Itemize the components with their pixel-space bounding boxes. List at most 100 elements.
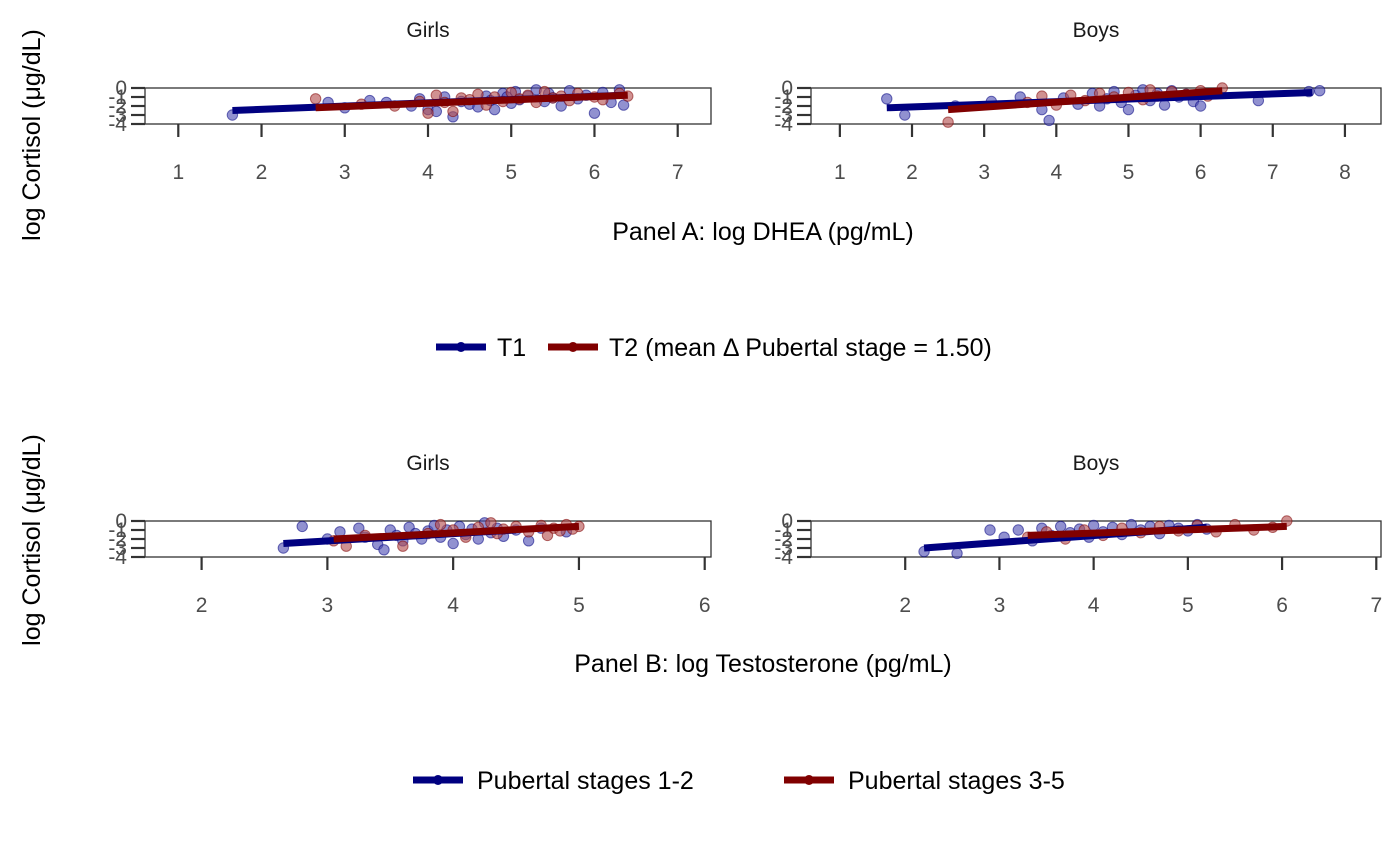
panel-a-girls-xtick-label: 1 <box>172 161 184 184</box>
panel-a-xlabel: Panel A: log DHEA (pg/mL) <box>612 218 914 246</box>
panel-a-girls-xtick-label: 2 <box>256 161 268 184</box>
legend-swatch-t1-dot <box>456 342 466 352</box>
panel-a-girls-series-1-fit-line <box>315 91 628 112</box>
panel-a-legend: T1 T2 (mean Δ Pubertal stage = 1.50) <box>436 334 992 362</box>
panel-a-boys-series-0-point <box>881 93 893 105</box>
panel-b-girls-ytick-label: -1 <box>108 519 127 542</box>
panel-a-girls-facet: Girls 0-1-2-3-4 1 2 3 4 5 6 7 <box>108 19 712 184</box>
panel-b-boys-ytick-label: 0 <box>781 510 793 533</box>
panel-a-boys-ytick-label: 0 <box>781 77 793 100</box>
panel-a-boys-ytick-label: -2 <box>774 95 793 118</box>
panel-b-girls-xtick-label: 5 <box>573 594 585 617</box>
panel-b-girls-series-1-fit-line <box>333 522 580 543</box>
panel-a-girls-series-0-point <box>588 107 601 119</box>
panel-a-girls-xtick-label: 3 <box>339 161 351 184</box>
panel-b-girls-strip-label: Girls <box>406 452 449 475</box>
panel-a-boys-ytick-label: -3 <box>774 104 793 127</box>
panel-a-girls-xtick-label: 7 <box>672 161 684 184</box>
panel-b-boys-xtick-label: 6 <box>1276 594 1288 617</box>
panel-a-girls-xtick-label: 4 <box>422 161 434 184</box>
panel-a-boys-series-0-point <box>1043 114 1055 127</box>
panel-b-girls-series-0-point <box>296 520 308 533</box>
panel-a-girls-ytick-label: -1 <box>108 86 127 109</box>
panel-b-girls-ytick-label: 0 <box>115 510 127 533</box>
panel-b-boys-xtick-label: 4 <box>1088 594 1100 617</box>
panel-a-boys-xtick-label: 4 <box>1050 161 1062 184</box>
legend-item-stages-1-2: Pubertal stages 1-2 <box>413 767 694 795</box>
panel-a-girls-strip-label: Girls <box>406 19 449 42</box>
panel-a-boys-ytick-label: -1 <box>774 86 793 109</box>
panel-b-girls-series-0-point <box>378 544 390 556</box>
panel-a-boys-series-1-point <box>942 116 954 128</box>
legend-swatch-t2-dot <box>568 342 578 352</box>
panel-b-girls-series-0-point <box>447 537 459 550</box>
panel-a-girls-ytick-label: -4 <box>108 113 127 136</box>
panel-b-boys-series-0-point <box>951 547 963 560</box>
panel-b-legend: Pubertal stages 1-2 Pubertal stages 3-5 <box>413 767 1065 795</box>
panel-a-girls-xtick-label: 6 <box>589 161 601 184</box>
panel-a-boys-xtick-label: 7 <box>1267 161 1279 184</box>
panel-b-boys-series-0-point <box>1054 520 1067 533</box>
legend-label-t1: T1 <box>497 334 526 362</box>
panel-b-girls-xtick-label: 6 <box>699 594 711 617</box>
panel-a-girls-xtick-label: 5 <box>505 161 517 184</box>
panel-b-boys-ytick-label: -3 <box>774 537 793 560</box>
legend-swatch-stages-1-2-dot <box>433 775 443 785</box>
panel-a-boys-facet: Boys 0-1-2-3-4 1 2 3 4 5 6 7 8 <box>774 19 1382 184</box>
panel-b-girls-series-1-point <box>434 518 447 531</box>
panel-a-boys-series-0-point <box>1158 99 1171 111</box>
panel-b-girls-xtick-label: 2 <box>196 594 208 617</box>
panel-b-boys-ytick-label: -4 <box>774 546 793 569</box>
legend-item-t2: T2 (mean Δ Pubertal stage = 1.50) <box>548 334 992 362</box>
panel-b-xlabel: Panel B: log Testosterone (pg/mL) <box>574 650 952 678</box>
panel-a-boys-xtick-label: 2 <box>906 161 918 184</box>
legend-label-stages-3-5: Pubertal stages 3-5 <box>848 767 1065 795</box>
panel-b-boys-xtick-label: 7 <box>1370 594 1382 617</box>
panel-b-boys-series-0-point <box>1012 524 1024 536</box>
panel-b-boys-series-0-point <box>984 524 996 536</box>
panel-a-boys-series-0-point <box>1194 100 1207 112</box>
panel-b-girls-xtick-label: 4 <box>447 594 459 617</box>
panel-a-boys-series-0-point <box>899 109 911 121</box>
legend-label-stages-1-2: Pubertal stages 1-2 <box>477 767 694 795</box>
panel-a-ylabel: log Cortisol (μg/dL) <box>18 29 46 241</box>
panel-a-boys-xtick-label: 5 <box>1123 161 1135 184</box>
panel-a-boys-xtick-label: 8 <box>1339 161 1351 184</box>
panel-a-boys-xtick-label: 1 <box>834 161 846 184</box>
panel-b-girls-xtick-label: 3 <box>322 594 334 617</box>
panel-b-boys-xtick-label: 5 <box>1182 594 1194 617</box>
panel-b-girls-ytick-label: -2 <box>108 528 127 551</box>
panel-a-boys-strip-label: Boys <box>1073 19 1120 42</box>
panel-b-boys-facet: Boys 0-1-2-3-4 2 3 4 5 6 7 <box>774 452 1382 617</box>
panel-b-boys-xtick-label: 3 <box>994 594 1006 617</box>
panel-b-girls-series-1-point <box>485 517 497 529</box>
legend-label-t2: T2 (mean Δ Pubertal stage = 1.50) <box>609 334 992 362</box>
panel-b-boys-ytick-label: -2 <box>774 528 793 551</box>
panel-a-girls-series-1-point <box>422 107 434 119</box>
panel-b-boys-strip-label: Boys <box>1073 452 1120 475</box>
panel-b-boys-xtick-label: 2 <box>899 594 911 617</box>
panel-a-girls-series-1-point <box>430 89 443 101</box>
panel-b-girls-series-0-point <box>353 522 365 534</box>
panel-a-boys-series-0-point <box>1122 103 1135 116</box>
panel-a-girls-ytick-label: 0 <box>115 77 127 100</box>
panel-b-ylabel: log Cortisol (μg/dL) <box>18 434 46 646</box>
panel-a-girls-series-1-point <box>309 93 322 105</box>
panel-b-girls-series-1-point <box>397 540 409 552</box>
panel-b-boys-ytick-label: -1 <box>774 519 793 542</box>
panel-a-boys-series-0-point <box>1313 85 1326 97</box>
panel-a-boys-xtick-label: 3 <box>978 161 990 184</box>
panel-a-boys-series-1-fit-line <box>947 87 1223 114</box>
legend-item-stages-3-5: Pubertal stages 3-5 <box>784 767 1065 795</box>
panel-b-girls-ytick-label: -4 <box>108 546 127 569</box>
panel-a-girls-ytick-label: -3 <box>108 104 127 127</box>
legend-swatch-stages-3-5-dot <box>804 775 814 785</box>
legend-item-t1: T1 <box>436 334 526 362</box>
panel-a-girls-ytick-label: -2 <box>108 95 127 118</box>
panel-b-boys-series-0-point <box>1087 519 1100 532</box>
panel-b-girls-facet: Girls 0-1-2-3-4 2 3 4 5 6 <box>108 452 712 617</box>
panel-b-girls-ytick-label: -3 <box>108 537 127 560</box>
panel-a-girls-series-1-point <box>447 105 459 118</box>
panel-a-boys-ytick-label: -4 <box>774 113 793 136</box>
